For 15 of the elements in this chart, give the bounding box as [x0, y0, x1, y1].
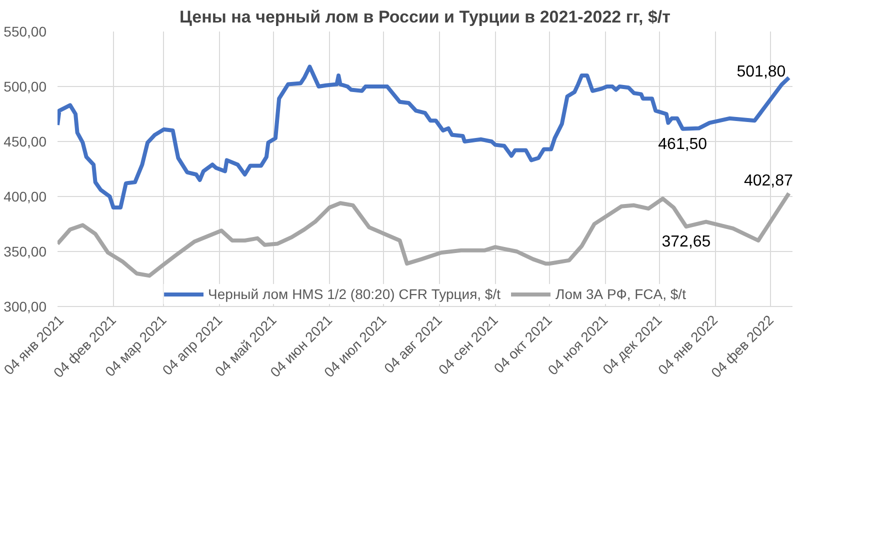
legend-label: Лом 3А РФ, FCA, $/t [556, 286, 686, 302]
y-tick-label: 400,00 [4, 188, 47, 204]
y-tick-label: 300,00 [4, 298, 47, 314]
y-tick-label: 350,00 [4, 244, 47, 260]
y-tick-label: 500,00 [4, 78, 47, 94]
line-series [58, 64, 791, 210]
legend-label: Черный лом HMS 1/2 (80:20) CFR Турция, $/t [208, 286, 501, 302]
chart-title: Цены на черный лом в России и Турции в 2021-2022 гг, $/т [180, 8, 670, 26]
annotation: 402,87 [744, 172, 793, 190]
annotation: 501,80 [736, 64, 786, 81]
y-tick-label: 550,00 [4, 24, 47, 40]
line-series [58, 191, 791, 278]
y-tick-label: 450,00 [4, 134, 47, 150]
annotation: 461,50 [658, 136, 708, 153]
annotation: 372,65 [662, 234, 711, 251]
